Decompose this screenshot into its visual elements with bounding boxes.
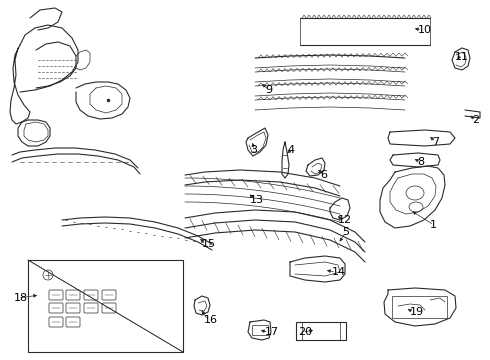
Text: 19: 19 <box>410 307 424 317</box>
Text: 17: 17 <box>265 327 279 337</box>
Text: 18: 18 <box>14 293 28 303</box>
Text: 9: 9 <box>265 85 272 95</box>
Text: 3: 3 <box>250 145 257 155</box>
Text: 2: 2 <box>472 115 479 125</box>
Text: 15: 15 <box>202 239 216 249</box>
Text: 20: 20 <box>298 327 312 337</box>
Text: 10: 10 <box>418 25 432 35</box>
Text: 16: 16 <box>204 315 218 325</box>
Text: 12: 12 <box>338 215 352 225</box>
Text: 14: 14 <box>332 267 346 277</box>
Bar <box>296 322 346 340</box>
Text: 5: 5 <box>342 227 349 237</box>
Text: 1: 1 <box>430 220 437 230</box>
Bar <box>252 325 268 335</box>
Text: 6: 6 <box>320 170 327 180</box>
Text: 4: 4 <box>287 145 294 155</box>
Text: 11: 11 <box>455 52 469 62</box>
Text: 7: 7 <box>432 137 439 147</box>
Bar <box>392 296 447 318</box>
Text: 8: 8 <box>417 157 424 167</box>
Text: 13: 13 <box>250 195 264 205</box>
